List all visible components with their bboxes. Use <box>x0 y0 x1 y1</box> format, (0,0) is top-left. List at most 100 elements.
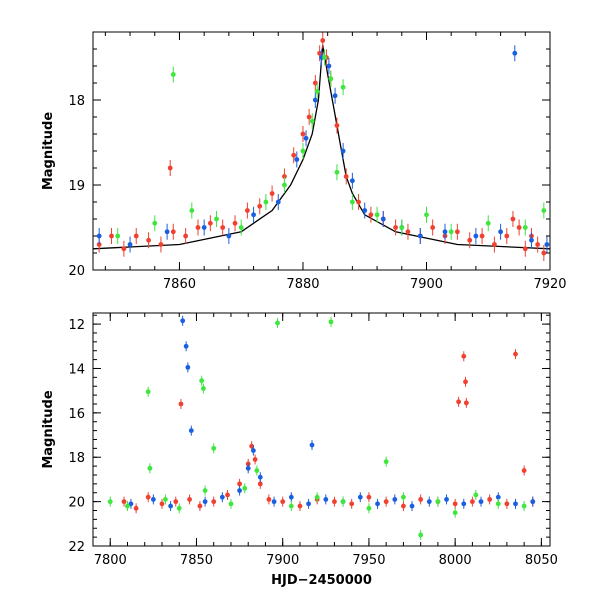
data-point <box>513 351 518 357</box>
data-point <box>312 80 318 86</box>
data-point <box>201 225 207 230</box>
data-point <box>356 199 361 205</box>
bottom-series-blue <box>128 315 536 512</box>
data-point <box>485 220 491 226</box>
data-point <box>263 199 269 205</box>
data-point <box>541 208 547 213</box>
data-point <box>128 501 134 507</box>
data-point <box>521 503 527 509</box>
data-point <box>199 378 205 384</box>
data-point <box>200 386 206 391</box>
top-series-green <box>115 49 547 244</box>
data-point <box>146 237 151 243</box>
data-point <box>456 399 461 405</box>
data-point <box>121 246 127 252</box>
data-point <box>473 233 479 239</box>
data-point <box>435 499 441 505</box>
data-point <box>401 503 406 509</box>
data-point <box>409 503 415 509</box>
data-point <box>245 465 251 471</box>
data-point <box>244 208 250 213</box>
data-point <box>343 174 349 179</box>
data-point <box>326 63 332 69</box>
data-point <box>96 233 102 239</box>
data-point <box>323 497 329 502</box>
data-point <box>529 237 534 243</box>
data-point <box>133 233 139 239</box>
y-tick-label: 22 <box>68 540 85 555</box>
data-point <box>513 501 518 507</box>
data-point <box>214 216 219 222</box>
data-point <box>202 488 208 493</box>
data-point <box>448 229 454 235</box>
y-tick-label: 18 <box>68 451 85 466</box>
data-point <box>109 233 114 239</box>
x-tick-label: 7800 <box>94 553 127 568</box>
top-series-blue <box>96 45 550 253</box>
top-y-axis-label: Magnitude <box>41 112 56 191</box>
data-point <box>322 55 327 60</box>
data-point <box>249 443 255 449</box>
data-point <box>207 220 213 226</box>
data-point <box>512 50 518 56</box>
data-point <box>271 499 277 505</box>
data-point <box>228 501 234 507</box>
data-point <box>444 497 449 502</box>
data-point <box>211 445 217 451</box>
data-point <box>306 114 312 120</box>
y-tick-label: 20 <box>68 264 85 279</box>
data-point <box>170 229 176 235</box>
data-point <box>300 148 306 154</box>
y-tick-label: 19 <box>68 179 85 194</box>
data-point <box>187 497 192 502</box>
data-point <box>211 499 217 505</box>
data-point <box>188 428 194 434</box>
data-point <box>282 182 287 188</box>
data-point <box>125 503 130 509</box>
data-point <box>306 501 311 507</box>
data-point <box>374 212 380 218</box>
data-point <box>544 242 550 247</box>
data-point <box>237 481 242 487</box>
data-point <box>328 319 334 325</box>
data-point <box>158 242 164 247</box>
data-point <box>498 229 503 235</box>
data-point <box>288 503 294 509</box>
data-point <box>504 501 510 507</box>
data-point <box>250 448 256 453</box>
data-point <box>170 72 176 77</box>
data-point <box>314 89 320 94</box>
data-point <box>275 320 280 326</box>
data-point <box>317 50 323 56</box>
data-point <box>320 38 326 43</box>
data-point <box>521 468 527 473</box>
data-point <box>220 225 226 230</box>
data-point <box>297 503 303 509</box>
data-point <box>430 225 436 230</box>
data-point <box>202 499 208 505</box>
x-tick-label: 7860 <box>163 277 196 292</box>
data-point <box>167 165 173 171</box>
data-point <box>145 494 151 500</box>
data-point <box>254 468 260 473</box>
data-point <box>219 494 225 500</box>
data-point <box>530 499 536 505</box>
data-point <box>463 400 469 406</box>
data-point <box>232 220 238 226</box>
data-point <box>328 76 334 82</box>
data-point <box>495 501 501 507</box>
x-tick-label: 7920 <box>533 277 566 292</box>
data-point <box>417 233 423 239</box>
data-point <box>340 148 346 154</box>
data-point <box>366 494 372 500</box>
data-point <box>495 494 501 500</box>
data-point <box>127 242 133 247</box>
data-point <box>288 494 294 500</box>
data-point <box>133 505 139 511</box>
data-point <box>312 97 318 103</box>
data-point <box>334 169 340 175</box>
x-tick-label: 7900 <box>410 277 443 292</box>
data-point <box>180 318 186 324</box>
data-point <box>473 492 479 498</box>
